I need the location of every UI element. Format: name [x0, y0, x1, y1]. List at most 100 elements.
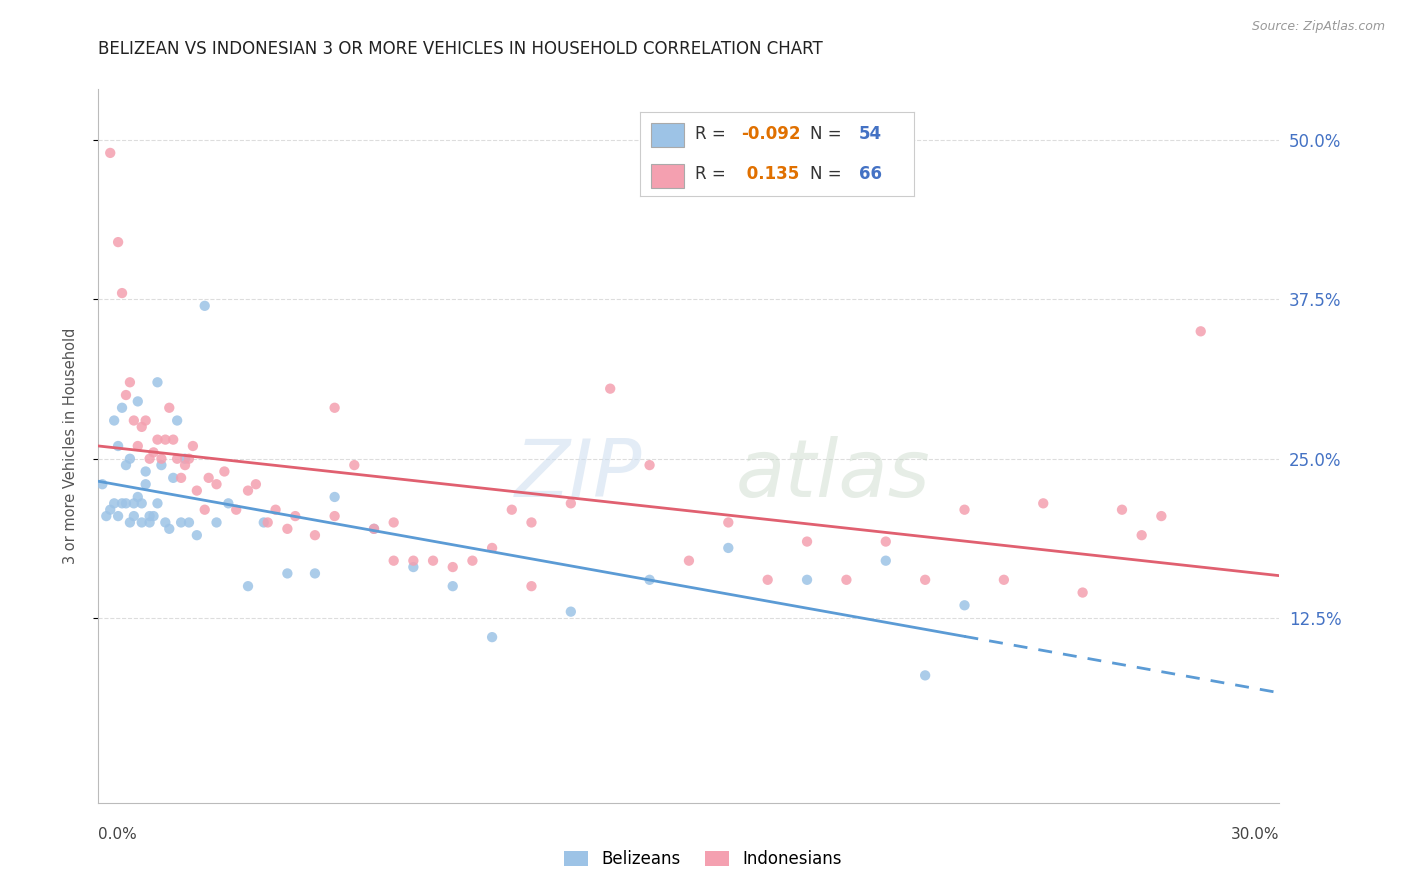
Point — [111, 401, 134, 415]
Point — [150, 451, 173, 466]
Point — [638, 573, 661, 587]
Point — [186, 528, 208, 542]
Point — [1130, 528, 1153, 542]
Y-axis label: 3 or more Vehicles in Household: 3 or more Vehicles in Household — [63, 328, 77, 564]
Point — [155, 516, 177, 530]
Point — [111, 286, 134, 301]
Point — [402, 560, 425, 574]
Point — [256, 516, 278, 530]
Point — [107, 235, 129, 249]
Point — [914, 573, 936, 587]
Point — [441, 560, 464, 574]
Point — [131, 516, 153, 530]
Point — [98, 502, 121, 516]
Point — [118, 376, 141, 390]
Legend: Belizeans, Indonesians: Belizeans, Indonesians — [558, 844, 848, 875]
Point — [170, 516, 193, 530]
Point — [520, 579, 543, 593]
Point — [264, 502, 287, 516]
Point — [115, 496, 138, 510]
Point — [166, 413, 188, 427]
Point — [363, 522, 385, 536]
Point — [323, 490, 346, 504]
Point — [127, 490, 149, 504]
Point — [118, 516, 141, 530]
Point — [107, 439, 129, 453]
Point — [1071, 585, 1094, 599]
Point — [835, 573, 858, 587]
Point — [599, 382, 621, 396]
Point — [205, 477, 228, 491]
Point — [98, 145, 121, 160]
Point — [135, 477, 157, 491]
Point — [157, 401, 180, 415]
Point — [142, 445, 165, 459]
Point — [146, 376, 169, 390]
Point — [146, 496, 169, 510]
Point — [875, 534, 897, 549]
Point — [157, 522, 180, 536]
Point — [181, 439, 204, 453]
Point — [914, 668, 936, 682]
Point — [953, 599, 976, 613]
Text: 30.0%: 30.0% — [1232, 827, 1279, 841]
Point — [107, 509, 129, 524]
Point — [382, 516, 405, 530]
Point — [560, 496, 582, 510]
Text: ZIP: ZIP — [515, 435, 641, 514]
Point — [520, 516, 543, 530]
Point — [194, 502, 217, 516]
Point — [127, 439, 149, 453]
Point — [323, 401, 346, 415]
Text: 0.0%: 0.0% — [98, 827, 138, 841]
Text: N =: N = — [810, 126, 846, 144]
Point — [103, 496, 125, 510]
Point — [122, 413, 145, 427]
Point — [276, 522, 298, 536]
Point — [284, 509, 307, 524]
Point — [138, 509, 160, 524]
Point — [155, 433, 177, 447]
Text: N =: N = — [810, 165, 846, 183]
Text: -0.092: -0.092 — [741, 126, 800, 144]
Point — [150, 458, 173, 472]
Point — [138, 451, 160, 466]
Point — [717, 541, 740, 555]
Point — [217, 496, 239, 510]
Point — [122, 496, 145, 510]
Text: R =: R = — [695, 126, 731, 144]
Text: atlas: atlas — [737, 435, 931, 514]
Point — [796, 573, 818, 587]
Point — [953, 502, 976, 516]
Point — [177, 516, 200, 530]
Point — [1032, 496, 1054, 510]
Point — [678, 554, 700, 568]
Bar — [651, 123, 683, 147]
Point — [481, 630, 503, 644]
Point — [135, 465, 157, 479]
Point — [131, 496, 153, 510]
Point — [138, 516, 160, 530]
Point — [382, 554, 405, 568]
Point — [174, 451, 197, 466]
Point — [118, 451, 141, 466]
Point — [236, 579, 259, 593]
Point — [422, 554, 444, 568]
Point — [162, 433, 184, 447]
Point — [323, 509, 346, 524]
Point — [993, 573, 1015, 587]
Point — [1150, 509, 1173, 524]
Point — [131, 420, 153, 434]
Text: 54: 54 — [859, 126, 882, 144]
Bar — [651, 164, 683, 188]
Point — [796, 534, 818, 549]
Point — [91, 477, 114, 491]
Point — [717, 516, 740, 530]
Point — [166, 451, 188, 466]
Point — [343, 458, 366, 472]
Point — [875, 554, 897, 568]
Text: R =: R = — [695, 165, 731, 183]
Point — [186, 483, 208, 498]
Point — [276, 566, 298, 581]
Point — [481, 541, 503, 555]
